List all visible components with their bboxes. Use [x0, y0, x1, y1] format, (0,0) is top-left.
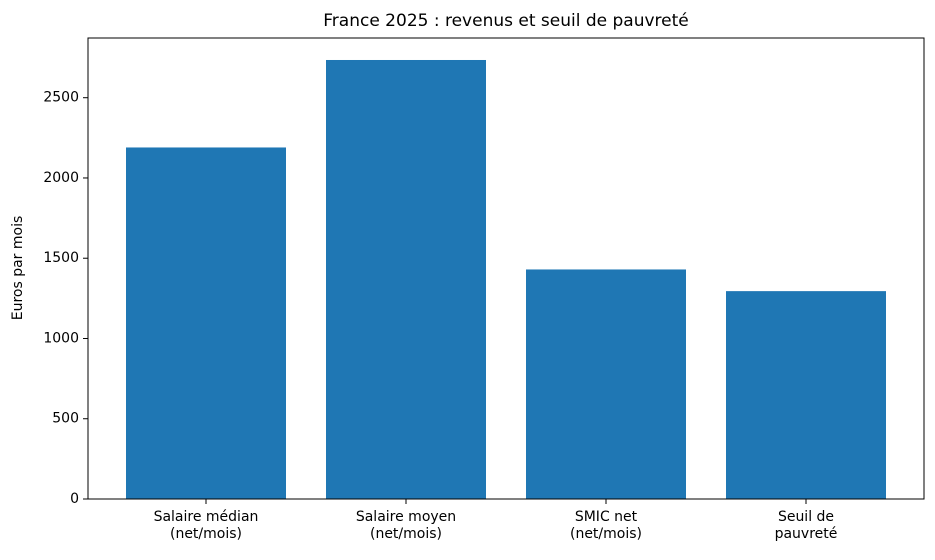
- y-axis-label: Euros par mois: [10, 216, 26, 321]
- y-tick-label: 0: [70, 491, 79, 507]
- bar: [326, 59, 486, 499]
- y-tick-label: 2000: [43, 170, 79, 186]
- x-tick-label: Salaire médian (net/mois): [153, 509, 259, 542]
- y-tick-label: 1500: [43, 250, 79, 266]
- bar: [726, 291, 886, 499]
- x-tick-label: Seuil de pauvreté: [774, 509, 838, 542]
- plot-frame: [87, 37, 925, 500]
- bar: [126, 147, 286, 500]
- x-tick-label: SMIC net (net/mois): [569, 509, 642, 542]
- y-tick-label: 1000: [43, 330, 79, 346]
- bar: [526, 269, 686, 499]
- y-tick-label: 2500: [43, 90, 79, 106]
- x-tick-label: Salaire moyen (net/mois): [355, 509, 457, 542]
- y-tick-label: 500: [52, 411, 79, 427]
- chart-title: France 2025 : revenus et seuil de pauvre…: [323, 11, 689, 31]
